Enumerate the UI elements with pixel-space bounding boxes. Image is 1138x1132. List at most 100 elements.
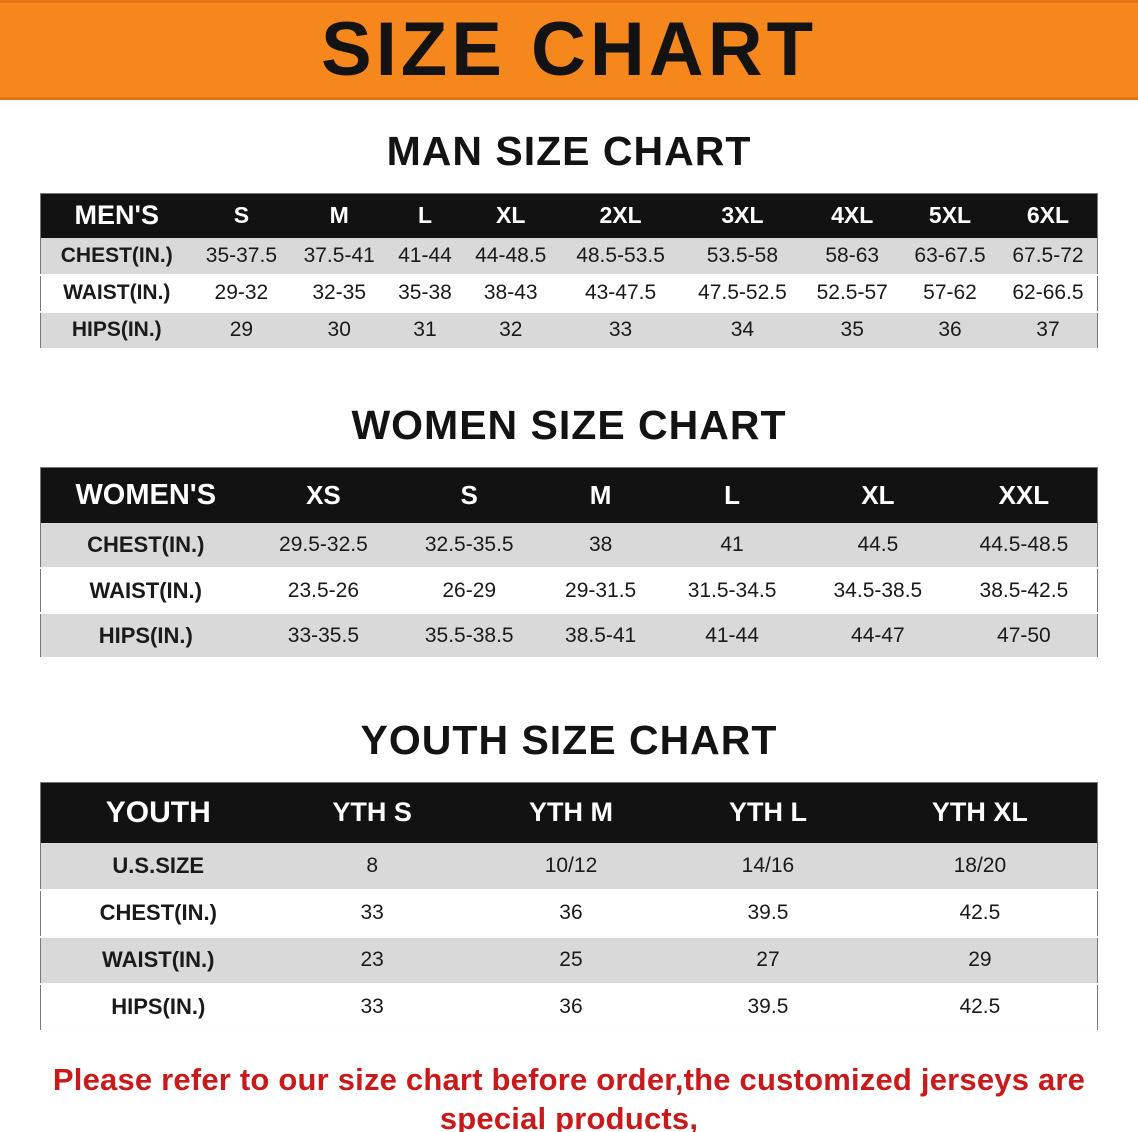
table-row: U.S.SIZE 8 10/12 14/16 18/20: [40, 842, 1098, 890]
women-table-corner-header: WOMEN'S: [40, 467, 251, 523]
footer-disclaimer-line1: Please refer to our size chart before or…: [52, 1061, 1086, 1132]
women-section-heading: WOMEN SIZE CHART: [351, 401, 787, 448]
row-label: HIPS(IN.): [111, 994, 206, 1019]
table-cell: 8: [366, 853, 379, 877]
table-row: HIPS(IN.) 29 30 31 32 33 34 35 36 37: [40, 311, 1098, 349]
women-size-table: WOMEN'S XS S M L XL XXL CHEST(IN.) 29.5-…: [40, 466, 1098, 659]
row-label: HIPS(IN.): [98, 622, 193, 648]
banner-title: SIZE CHART: [321, 7, 817, 92]
row-label: WAIST(IN.): [63, 281, 171, 304]
table-cell: 44-48.5: [475, 243, 547, 267]
table-cell: 27: [756, 948, 780, 971]
women-size-col-l: L: [659, 467, 805, 523]
row-label: CHEST(IN.): [87, 532, 205, 557]
row-label: WAIST(IN.): [102, 947, 215, 972]
women-size-col-m: M: [542, 467, 660, 523]
table-cell: 58-63: [825, 243, 880, 267]
table-cell: 29: [229, 318, 254, 341]
table-cell: 41-44: [705, 623, 759, 647]
table-cell: 35-38: [398, 281, 452, 304]
table-cell: 18/20: [953, 853, 1007, 877]
table-cell: 32-35: [312, 281, 367, 304]
table-cell: 29-32: [214, 281, 269, 304]
table-cell: 33: [360, 901, 384, 924]
table-cell: 35: [840, 318, 864, 341]
table-cell: 47-50: [997, 623, 1051, 647]
table-row: CHEST(IN.) 35-37.5 37.5-41 41-44 44-48.5…: [40, 237, 1098, 275]
table-cell: 10/12: [544, 853, 598, 877]
row-label: CHEST(IN.): [60, 243, 173, 267]
table-row: WAIST(IN.) 23.5-26 26-29 29-31.5 31.5-34…: [40, 568, 1098, 613]
footer-disclaimer: Please refer to our size chart before or…: [0, 1060, 1138, 1132]
row-label: HIPS(IN.): [71, 318, 162, 341]
table-cell: 43-47.5: [584, 281, 657, 304]
table-cell: 42.5: [959, 995, 1001, 1018]
table-row: CHEST(IN.) 33 36 39.5 42.5: [40, 889, 1098, 937]
table-cell: 26-29: [442, 578, 497, 602]
table-row: CHEST(IN.) 29.5-32.5 32.5-35.5 38 41 44.…: [40, 523, 1098, 568]
table-cell: 31.5-34.5: [687, 578, 777, 602]
men-size-col-6xl: 6XL: [998, 193, 1098, 238]
youth-section-heading: YOUTH SIZE CHART: [360, 717, 778, 763]
table-cell: 14/16: [741, 853, 795, 877]
table-cell: 29: [968, 948, 992, 971]
table-cell: 34: [730, 318, 755, 341]
table-cell: 32: [499, 318, 523, 341]
table-cell: 34.5-38.5: [833, 578, 923, 602]
table-cell: 31: [413, 318, 437, 341]
men-size-col-s: S: [192, 193, 291, 238]
table-cell: 33-35.5: [287, 623, 360, 647]
table-cell: 53.5-58: [706, 243, 779, 267]
men-table-corner-header: MEN'S: [40, 193, 193, 238]
table-cell: 30: [327, 318, 351, 341]
table-row: HIPS(IN.) 33-35.5 35.5-38.5 38.5-41 41-4…: [40, 613, 1098, 658]
table-cell: 37: [1036, 318, 1060, 341]
youth-size-col-xl: YTH XL: [862, 782, 1098, 843]
table-cell: 25: [559, 948, 583, 971]
table-cell: 44.5: [857, 533, 899, 556]
youth-table-header-row: YOUTH YTH S YTH M YTH L YTH XL: [40, 782, 1098, 843]
youth-size-col-l: YTH L: [673, 782, 863, 843]
table-cell: 67.5-72: [1012, 243, 1084, 267]
table-cell: 52.5-57: [816, 281, 888, 304]
table-cell: 41-44: [398, 243, 452, 267]
table-cell: 38.5-42.5: [979, 578, 1069, 602]
table-cell: 39.5: [747, 995, 789, 1018]
table-cell: 39.5: [747, 901, 789, 924]
men-size-table: MEN'S S M L XL 2XL 3XL 4XL 5XL 6XL CHEST…: [40, 193, 1098, 350]
women-size-col-s: S: [396, 467, 543, 523]
youth-size-col-s: YTH S: [275, 782, 469, 843]
men-size-col-5xl: 5XL: [901, 193, 999, 238]
men-size-col-2xl: 2XL: [559, 193, 682, 238]
table-cell: 29-31.5: [565, 578, 637, 602]
table-cell: 57-62: [923, 281, 977, 304]
row-label: CHEST(IN.): [99, 900, 217, 925]
table-cell: 38.5-41: [565, 623, 637, 647]
table-cell: 47.5-52.5: [698, 281, 787, 304]
youth-table-corner-header: YOUTH: [40, 782, 276, 843]
women-table-header-row: WOMEN'S XS S M L XL XXL: [40, 467, 1098, 523]
table-cell: 36: [559, 901, 583, 924]
table-cell: 62-66.5: [1012, 281, 1084, 304]
table-cell: 44.5-48.5: [979, 533, 1069, 556]
table-cell: 48.5-53.5: [576, 243, 665, 267]
table-cell: 36: [938, 318, 962, 341]
row-label: WAIST(IN.): [89, 577, 202, 603]
table-cell: 23: [360, 948, 384, 971]
table-cell: 37.5-41: [303, 243, 375, 267]
men-size-col-l: L: [388, 193, 462, 238]
table-cell: 33: [608, 318, 633, 341]
table-cell: 38: [588, 533, 613, 556]
men-size-col-3xl: 3XL: [681, 193, 804, 238]
table-row: WAIST(IN.) 29-32 32-35 35-38 38-43 43-47…: [40, 274, 1098, 312]
table-cell: 36: [559, 995, 583, 1018]
table-row: HIPS(IN.) 33 36 39.5 42.5: [40, 983, 1098, 1031]
size-chart-banner: SIZE CHART: [0, 0, 1138, 100]
table-cell: 38-43: [483, 281, 538, 304]
table-cell: 44-47: [851, 623, 905, 647]
men-table-header-row: MEN'S S M L XL 2XL 3XL 4XL 5XL 6XL: [40, 193, 1098, 238]
table-cell: 63-67.5: [914, 243, 986, 267]
women-size-col-xl: XL: [804, 467, 951, 523]
men-section-heading: MAN SIZE CHART: [386, 128, 752, 174]
table-cell: 41: [720, 533, 744, 556]
